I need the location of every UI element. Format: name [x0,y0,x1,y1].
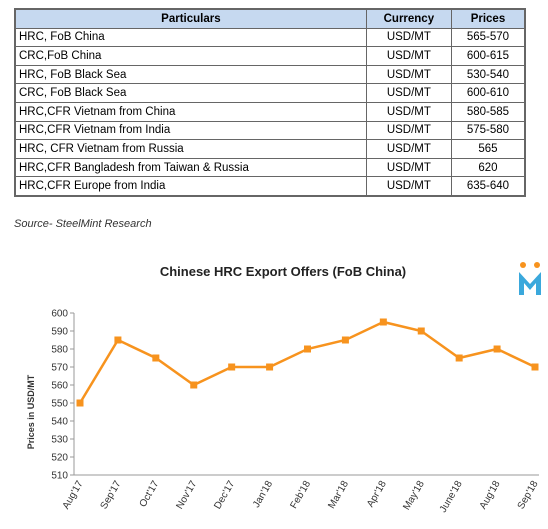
table-cell: USD/MT [365,101,452,122]
x-tick-label: Nov'17 [174,479,199,512]
point [266,363,274,371]
table-row: HRC, FoB Black Sea USD/MT 530-540 [14,64,526,85]
y-tick-label: 530 [51,435,68,446]
x-tick-label: Sep'18 [516,479,541,512]
y-tick-label: 510 [51,471,68,482]
x-tick-label: May'18 [401,479,427,513]
price-table: Particulars Currency Prices HRC, FoB China… [14,8,526,197]
point [304,345,311,353]
point [152,354,160,362]
table-cell: 620 [450,157,526,178]
point [455,354,463,362]
table-cell: 575-580 [450,120,526,141]
table-cell: HRC, FoB Black Sea [14,64,367,85]
table-cell: USD/MT [365,46,452,66]
table-cell: USD/MT [365,27,452,48]
y-tick-label: 580 [51,345,68,356]
y-tick-label: 590 [51,327,68,338]
x-tick-label: Apr'18 [365,479,389,510]
y-tick-label: 520 [51,453,68,464]
header-cell: Prices [450,8,526,29]
header-cell: Particulars [14,8,367,29]
table-cell: HRC,CFR Bangladesh from Taiwan & Russia [14,157,367,178]
x-tick-label: Dec'17 [212,479,237,512]
table-cell: 600-615 [450,46,526,66]
header-cell: Currency [365,8,452,29]
x-tick-label: Feb'18 [288,479,313,511]
table-cell: HRC,CFR Vietnam from India [14,120,367,141]
x-tick-label: Sep'17 [99,479,124,512]
table-cell: USD/MT [365,120,452,141]
table-cell: 565 [450,139,526,159]
line-series [78,320,536,404]
table-row: CRC, FoB Black Sea USD/MT 600-610 [14,83,526,103]
table-cell: 530-540 [450,64,526,85]
table-row: HRC,CFR Vietnam from China USD/MT 580-585 [14,101,526,122]
chart-title: Chinese HRC Export Offers (FoB China) [160,264,406,279]
source-note: Source- SteelMint Research [14,218,152,230]
table-cell: USD/MT [365,157,452,178]
table-row: HRC, FoB China USD/MT 565-570 [14,27,526,48]
chart: Chinese HRC Export Offers (FoB China) Pr… [26,262,541,515]
table-cell: HRC, FoB China [14,27,367,48]
x-tick-label: Aug'18 [478,479,503,512]
table-row: CRC,FoB China USD/MT 600-615 [14,46,526,66]
table-cell: CRC, FoB Black Sea [14,83,367,103]
table-row: HRC, CFR Vietnam from Russia USD/MT 565 [14,139,526,159]
x-tick-label: Oct'17 [138,479,162,510]
table-cell: USD/MT [365,139,452,159]
y-tick-label: 540 [51,417,68,428]
x-tick-label: Aug'17 [61,479,86,512]
header-row: Particulars Currency Prices [14,8,526,29]
y-tick-label: 560 [51,381,68,392]
table-cell: 565-570 [450,27,526,48]
point [493,345,501,353]
table-cell: HRC,CFR Vietnam from China [14,101,367,122]
point [531,363,539,371]
table-cell: CRC,FoB China [14,46,367,66]
table-row: HRC,CFR Bangladesh from Taiwan & Russia U… [14,157,526,178]
table-cell: 600-610 [450,83,526,103]
logo [519,262,541,295]
y-tick-label: 570 [51,363,68,374]
x-tick-label: June'18 [438,479,465,515]
table-cell: USD/MT [365,83,452,103]
point [228,363,236,371]
table-body: HRC, FoB China USD/MT 565-570 CRC,FoB China… [14,27,526,197]
table-cell: 580-585 [450,101,526,122]
point [76,399,84,407]
point [114,336,122,344]
table-row: HRC,CFR Europe from India USD/MT 635-640 [14,176,526,197]
y-axis-label: Prices in USD/MT [26,374,36,449]
point [341,336,349,344]
table-cell: USD/MT [365,176,452,197]
point [190,381,198,389]
x-tick-label: Mar'18 [326,479,351,511]
table-cell: 635-640 [450,176,526,197]
y-tick-label: 600 [51,309,68,320]
table-cell: HRC,CFR Europe from India [14,176,367,197]
table-row: HRC,CFR Vietnam from India USD/MT 575-580 [14,120,526,141]
x-tick-label: Jan'18 [251,479,275,510]
point [417,327,425,335]
table-cell: USD/MT [365,64,452,85]
point [379,318,387,326]
table-cell: HRC, CFR Vietnam from Russia [14,139,367,159]
y-tick-label: 550 [51,399,68,410]
